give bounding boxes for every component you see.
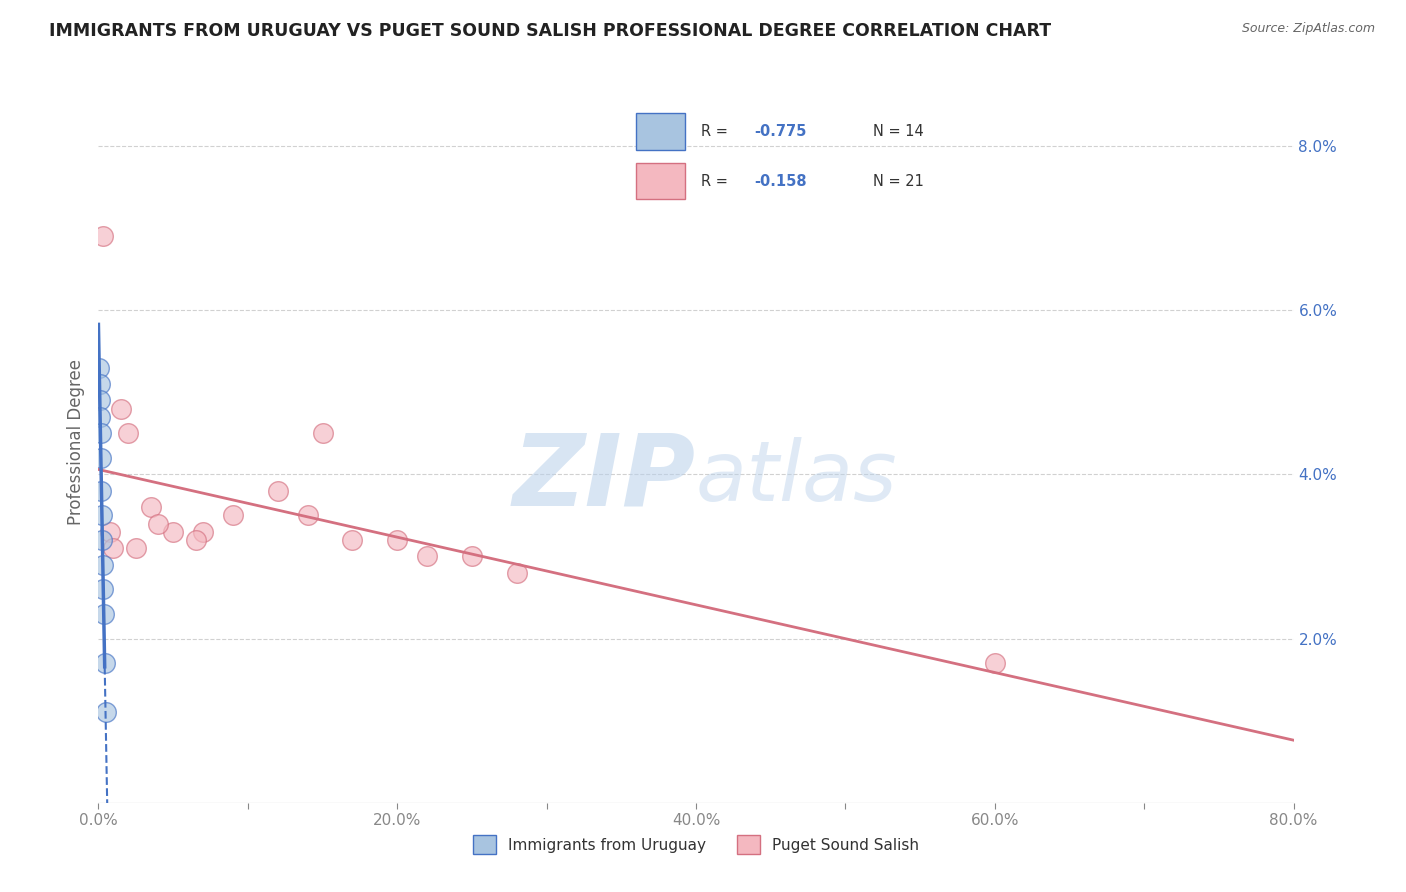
Point [297,508,319,523]
Text: ZIP: ZIP [513,429,696,526]
Point [117,426,139,441]
Point [91,582,114,597]
Point [267,483,290,498]
Point [89,377,111,392]
Point [148,516,170,531]
Point [125,541,148,556]
Point [984,657,1007,671]
Point [89,360,111,375]
Point [416,549,439,564]
Point [94,706,117,720]
Point [506,566,529,580]
Point [90,483,112,498]
Point [93,657,115,671]
Text: Source: ZipAtlas.com: Source: ZipAtlas.com [1241,22,1375,36]
Point [222,508,245,523]
Point [89,409,111,424]
Text: atlas: atlas [696,437,897,518]
Legend: Immigrants from Uruguay, Puget Sound Salish: Immigrants from Uruguay, Puget Sound Sal… [467,830,925,860]
Point [385,533,409,547]
Y-axis label: Professional Degree: Professional Degree [66,359,84,524]
Point [90,508,112,523]
Point [103,541,125,556]
Point [91,229,114,244]
Point [91,558,114,572]
Point [93,607,115,621]
Point [311,426,333,441]
Text: IMMIGRANTS FROM URUGUAY VS PUGET SOUND SALISH PROFESSIONAL DEGREE CORRELATION CH: IMMIGRANTS FROM URUGUAY VS PUGET SOUND S… [49,22,1052,40]
Point [342,533,364,547]
Point [162,524,184,539]
Point [91,533,114,547]
Point [90,426,112,441]
Point [98,524,122,539]
Point [90,450,112,465]
Point [191,524,214,539]
Point [461,549,484,564]
Point [184,533,207,547]
Point [110,401,132,416]
Point [139,500,162,515]
Point [89,393,111,408]
